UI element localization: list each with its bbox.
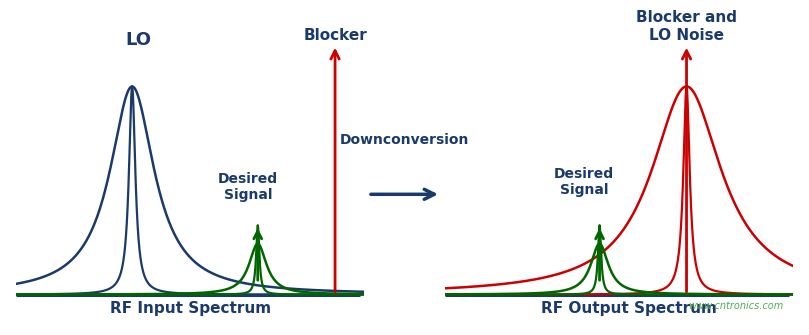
Text: LO: LO (125, 31, 151, 50)
Text: RF Input Spectrum: RF Input Spectrum (109, 301, 271, 316)
Text: Desired
Signal: Desired Signal (554, 167, 614, 197)
Text: Downconversion: Downconversion (340, 133, 469, 147)
Text: Desired
Signal: Desired Signal (218, 172, 278, 202)
Text: www.cntronics.com: www.cntronics.com (688, 301, 783, 311)
Text: RF Output Spectrum: RF Output Spectrum (540, 301, 717, 316)
Text: Blocker: Blocker (303, 27, 367, 43)
Text: Blocker and
LO Noise: Blocker and LO Noise (636, 10, 737, 43)
